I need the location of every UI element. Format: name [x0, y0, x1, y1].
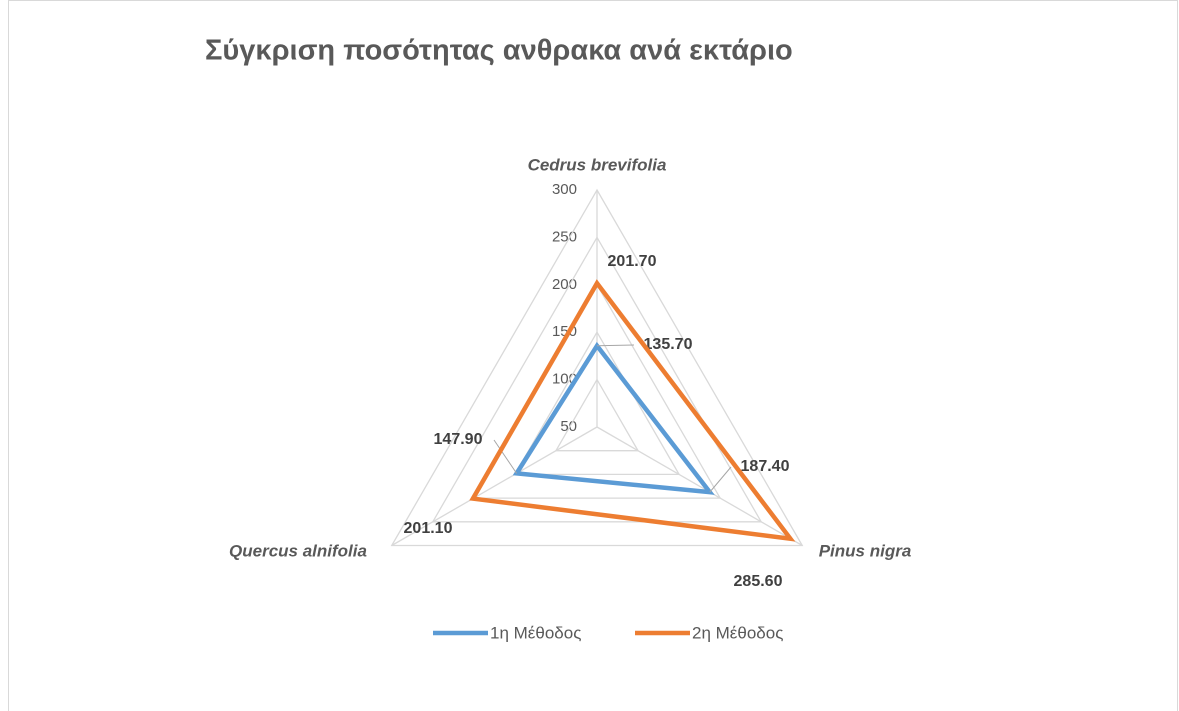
category-label: Quercus alnifolia	[229, 541, 367, 560]
leader-line	[596, 344, 635, 347]
grid-line	[431, 236, 763, 523]
y-tick-label: 50	[560, 418, 577, 435]
series-line	[469, 279, 796, 542]
data-label: 285.60	[734, 573, 783, 590]
series-line	[512, 341, 715, 495]
data-label: 201.70	[608, 253, 657, 270]
leader-line	[493, 439, 518, 474]
data-label: 147.90	[434, 431, 483, 448]
data-label: 187.40	[741, 458, 790, 475]
category-label: Cedrus brevifolia	[528, 155, 667, 174]
y-tick-label: 200	[552, 276, 577, 293]
category-label: Pinus nigra	[819, 541, 912, 560]
leader-line	[709, 466, 732, 493]
grid-line	[390, 188, 804, 547]
y-tick-label: 250	[552, 228, 577, 245]
y-tick-label: 300	[552, 181, 577, 198]
data-label: 135.70	[644, 336, 693, 353]
data-label: 201.10	[404, 520, 453, 537]
grid-line	[513, 330, 681, 476]
axis-line	[596, 426, 803, 547]
legend-label: 1η Μέθοδος	[490, 623, 581, 642]
axis-line	[391, 426, 598, 547]
chart-title: Σύγκριση ποσότητας ανθρακα ανά εκτάριο	[205, 35, 793, 67]
grid-line	[554, 378, 640, 452]
legend-label: 2η Μέθοδος	[692, 623, 783, 642]
